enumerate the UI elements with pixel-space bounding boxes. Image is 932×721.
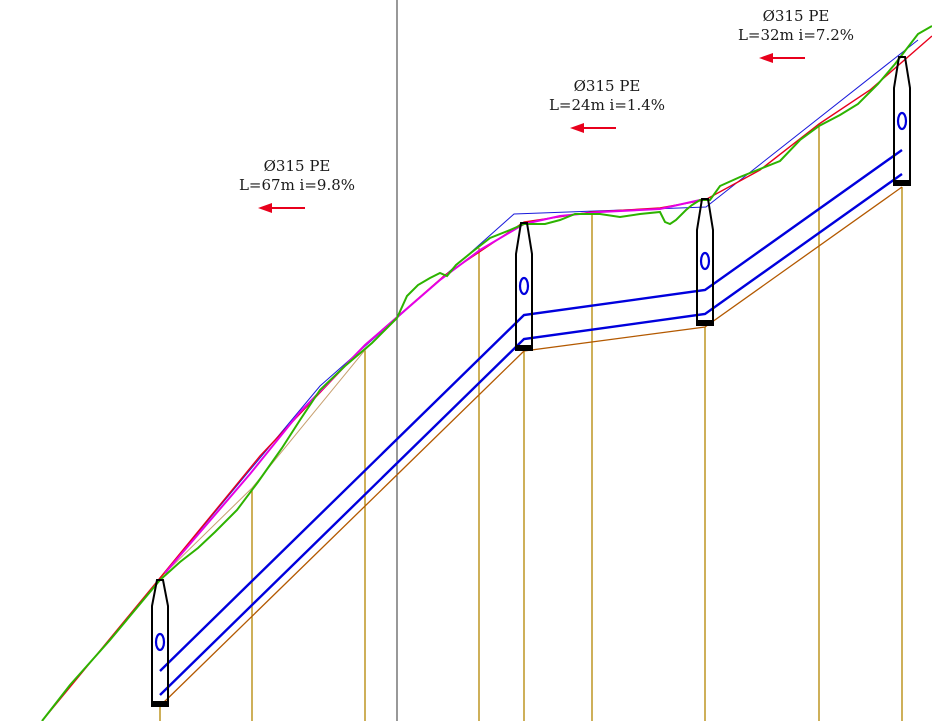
manhole-icon — [696, 198, 714, 326]
length-slope-label: L=67m i=9.8% — [239, 176, 355, 194]
design-grade-line — [41, 35, 932, 721]
manhole-icon — [151, 579, 169, 707]
manhole-icon — [893, 56, 911, 186]
section-label-1: Ø315 PE L=67m i=9.8% — [239, 157, 355, 213]
station-lines — [159, 124, 903, 721]
existing-grade-line — [164, 198, 707, 574]
pipe-bottom-line — [159, 173, 903, 696]
length-slope-label: L=32m i=7.2% — [738, 26, 854, 44]
section-label-2: Ø315 PE L=24m i=1.4% — [549, 77, 665, 133]
manhole-icon — [515, 222, 533, 351]
pipe-top-line — [159, 149, 903, 672]
trench-bottom-line — [159, 186, 903, 707]
flow-arrow-icon — [258, 203, 305, 213]
length-slope-label: L=24m i=1.4% — [549, 96, 665, 114]
pipe-spec-label: Ø315 PE — [264, 157, 331, 175]
upper-design-line — [159, 39, 919, 579]
flow-arrow-icon — [759, 53, 805, 63]
terrain-line — [41, 25, 932, 721]
flow-arrow-icon — [570, 123, 616, 133]
tan-grade-line — [159, 317, 398, 579]
section-label-3: Ø315 PE L=32m i=7.2% — [738, 7, 854, 63]
pipe-spec-label: Ø315 PE — [574, 77, 641, 95]
pipe-spec-label: Ø315 PE — [763, 7, 830, 25]
